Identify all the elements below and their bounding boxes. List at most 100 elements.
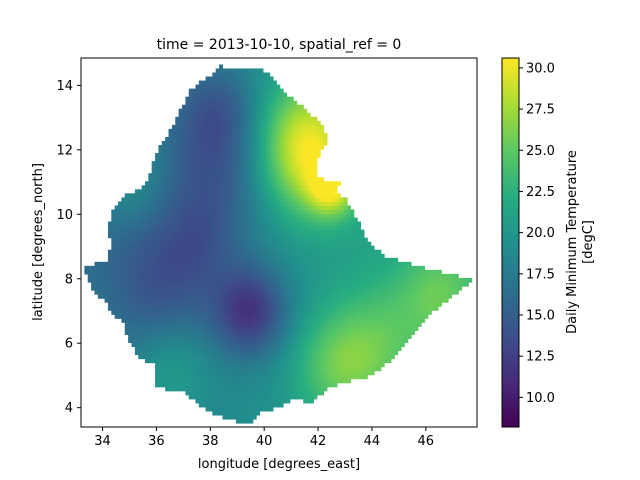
heatmap-cell	[229, 96, 234, 102]
heatmap-cell	[350, 286, 355, 291]
heatmap-cell	[259, 269, 264, 275]
heatmap-cell	[192, 209, 197, 215]
heatmap-cell	[276, 197, 281, 203]
heatmap-cell	[188, 261, 193, 267]
heatmap-cell	[155, 298, 160, 303]
heatmap-cell	[256, 318, 261, 323]
heatmap-cell	[283, 132, 288, 138]
heatmap-cell	[175, 149, 180, 154]
heatmap-cell	[259, 136, 264, 142]
heatmap-cell	[276, 157, 281, 162]
heatmap-cell	[155, 290, 160, 295]
heatmap-cell	[235, 306, 240, 311]
heatmap-cell	[306, 245, 311, 251]
heatmap-cell	[182, 140, 186, 146]
heatmap-cell	[279, 269, 284, 275]
heatmap-cell	[242, 124, 247, 130]
heatmap-cell	[188, 185, 193, 190]
heatmap-cell	[309, 221, 314, 227]
heatmap-cell	[195, 189, 200, 194]
heatmap-cell	[299, 374, 304, 380]
heatmap-cell	[178, 374, 183, 380]
heatmap-cell	[289, 193, 294, 198]
heatmap-cell	[239, 370, 244, 376]
heatmap-cell	[350, 209, 355, 215]
heatmap-cell	[222, 370, 227, 376]
heatmap-cell	[124, 277, 129, 283]
heatmap-cell	[353, 374, 358, 380]
heatmap-cell	[178, 153, 183, 158]
heatmap-cell	[141, 253, 146, 259]
heatmap-cell	[225, 261, 230, 267]
heatmap-cell	[151, 173, 156, 178]
heatmap-cell	[286, 374, 291, 380]
heatmap-cell	[363, 358, 368, 364]
heatmap-cell	[171, 374, 176, 380]
heatmap-cell	[235, 205, 240, 211]
heatmap-cell	[313, 269, 318, 275]
heatmap-cell	[246, 394, 250, 400]
heatmap-cell	[289, 140, 294, 146]
heatmap-cell	[299, 124, 304, 130]
heatmap-cell	[272, 181, 277, 186]
heatmap-cell	[246, 398, 250, 404]
heatmap-cell	[242, 362, 247, 368]
heatmap-cell	[313, 346, 318, 352]
heatmap-cell	[357, 237, 362, 243]
heatmap-cell	[262, 346, 267, 352]
heatmap-cell	[256, 189, 261, 194]
heatmap-cell	[222, 197, 227, 203]
heatmap-cell	[303, 358, 308, 364]
heatmap-cell	[178, 173, 183, 178]
heatmap-cell	[296, 177, 301, 182]
heatmap-cell	[303, 136, 308, 142]
heatmap-cell	[296, 370, 301, 376]
heatmap-cell	[293, 229, 298, 235]
heatmap-cell	[195, 269, 200, 275]
heatmap-cell	[333, 281, 338, 287]
heatmap-cell	[249, 302, 254, 307]
heatmap-cell	[309, 145, 314, 150]
heatmap-cell	[168, 140, 173, 146]
heatmap-cell	[316, 193, 321, 198]
heatmap-cell	[320, 390, 325, 396]
heatmap-cell	[229, 277, 234, 283]
heatmap-cell	[350, 269, 355, 275]
heatmap-cell	[175, 298, 180, 303]
heatmap-cell	[158, 225, 163, 231]
heatmap-cell	[269, 157, 274, 162]
heatmap-cell	[219, 72, 224, 78]
heatmap-cell	[330, 346, 335, 352]
heatmap-cell	[121, 217, 126, 223]
heatmap-cell	[266, 112, 271, 118]
heatmap-cell	[249, 362, 254, 368]
heatmap-cell	[138, 217, 143, 223]
heatmap-cell	[249, 84, 254, 90]
heatmap-cell	[192, 273, 197, 279]
heatmap-cell	[225, 213, 230, 219]
heatmap-cell	[161, 173, 166, 178]
heatmap-cell	[326, 294, 331, 299]
heatmap-cell	[252, 217, 257, 223]
heatmap-cell	[225, 84, 230, 90]
heatmap-cell	[309, 277, 314, 283]
heatmap-cell	[219, 354, 224, 360]
heatmap-cell	[330, 229, 335, 235]
heatmap-cell	[350, 237, 355, 243]
heatmap-cell	[182, 298, 186, 303]
heatmap-cell	[246, 366, 250, 372]
heatmap-cell	[222, 358, 227, 364]
heatmap-cell	[178, 269, 183, 275]
heatmap-cell	[252, 354, 257, 360]
heatmap-cell	[242, 189, 247, 194]
heatmap-cell	[242, 261, 247, 267]
heatmap-cell	[283, 346, 288, 352]
heatmap-cell	[256, 261, 261, 267]
heatmap-cell	[192, 326, 197, 331]
heatmap-cell	[141, 237, 146, 243]
heatmap-cell	[175, 169, 180, 174]
heatmap-cell	[279, 350, 284, 356]
heatmap-cell	[232, 96, 237, 102]
heatmap-cell	[158, 189, 163, 194]
heatmap-cell	[289, 281, 294, 287]
